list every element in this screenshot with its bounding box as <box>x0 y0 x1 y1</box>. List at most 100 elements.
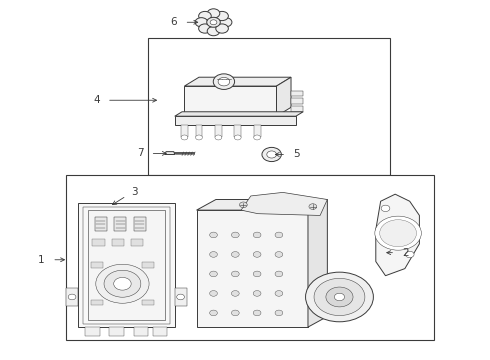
Circle shape <box>253 310 261 316</box>
Circle shape <box>207 27 220 36</box>
Circle shape <box>254 135 261 140</box>
Circle shape <box>210 252 218 257</box>
Circle shape <box>240 202 247 208</box>
Bar <box>184 86 276 116</box>
Circle shape <box>68 294 76 300</box>
Bar <box>112 239 124 246</box>
Bar <box>153 327 168 336</box>
Circle shape <box>104 270 141 297</box>
Circle shape <box>253 291 261 296</box>
Circle shape <box>275 252 283 257</box>
Bar <box>175 116 296 125</box>
Circle shape <box>262 147 281 162</box>
Circle shape <box>231 232 239 238</box>
Bar <box>95 217 107 231</box>
Bar <box>114 217 126 231</box>
Bar <box>181 125 188 138</box>
Circle shape <box>207 17 220 27</box>
Circle shape <box>231 271 239 277</box>
Bar <box>109 327 124 336</box>
Circle shape <box>275 310 283 316</box>
Bar <box>291 91 303 96</box>
Circle shape <box>275 291 283 296</box>
Bar <box>215 125 222 138</box>
Text: 1: 1 <box>38 255 45 265</box>
Bar <box>93 239 104 246</box>
Bar <box>175 288 187 306</box>
Circle shape <box>314 278 365 316</box>
Polygon shape <box>276 77 291 116</box>
Text: 4: 4 <box>93 95 99 105</box>
Circle shape <box>195 18 208 27</box>
Bar <box>254 125 261 138</box>
Circle shape <box>231 310 239 316</box>
Circle shape <box>210 291 218 296</box>
Bar <box>291 106 303 112</box>
Circle shape <box>220 18 232 27</box>
Circle shape <box>231 291 239 296</box>
Circle shape <box>216 12 228 21</box>
Text: 5: 5 <box>294 149 300 159</box>
Circle shape <box>234 135 241 140</box>
Polygon shape <box>241 192 327 215</box>
Circle shape <box>334 293 344 301</box>
Bar <box>91 300 102 305</box>
Circle shape <box>114 277 131 290</box>
Circle shape <box>231 252 239 257</box>
Circle shape <box>267 151 276 158</box>
Circle shape <box>210 271 218 277</box>
Circle shape <box>381 205 390 212</box>
Bar <box>88 210 165 320</box>
Bar <box>196 210 308 327</box>
Circle shape <box>181 135 188 140</box>
Circle shape <box>210 310 218 316</box>
Circle shape <box>309 204 317 210</box>
Circle shape <box>405 251 414 258</box>
Polygon shape <box>165 152 175 154</box>
Circle shape <box>375 216 421 250</box>
Bar <box>78 203 175 327</box>
Polygon shape <box>184 77 291 86</box>
Text: 6: 6 <box>171 17 177 27</box>
Circle shape <box>207 9 220 18</box>
Circle shape <box>198 12 211 21</box>
Bar <box>291 98 303 104</box>
Polygon shape <box>175 112 303 116</box>
Polygon shape <box>308 199 327 327</box>
Circle shape <box>213 74 235 89</box>
Circle shape <box>253 252 261 257</box>
Circle shape <box>253 271 261 277</box>
Circle shape <box>380 220 416 247</box>
Bar <box>134 217 146 231</box>
Polygon shape <box>376 194 419 276</box>
Text: 7: 7 <box>137 148 143 158</box>
Circle shape <box>275 271 283 277</box>
Bar <box>148 38 391 175</box>
Circle shape <box>306 272 373 322</box>
Bar <box>196 125 202 138</box>
Bar <box>142 300 154 305</box>
Bar <box>142 262 154 268</box>
Text: 2: 2 <box>402 248 409 258</box>
Circle shape <box>218 77 230 86</box>
Bar <box>83 207 170 324</box>
Bar <box>66 288 78 306</box>
Circle shape <box>215 135 222 140</box>
Circle shape <box>216 24 228 33</box>
Circle shape <box>96 264 149 303</box>
Bar <box>234 125 241 138</box>
Circle shape <box>210 20 217 25</box>
Polygon shape <box>196 199 327 210</box>
Circle shape <box>196 135 202 140</box>
Bar <box>66 175 434 339</box>
Text: 3: 3 <box>131 188 138 197</box>
Bar <box>91 262 102 268</box>
Circle shape <box>210 232 218 238</box>
Bar <box>131 239 143 246</box>
Circle shape <box>326 287 353 307</box>
Circle shape <box>275 232 283 238</box>
Bar <box>134 327 148 336</box>
Circle shape <box>177 294 184 300</box>
Bar <box>85 327 99 336</box>
Circle shape <box>253 232 261 238</box>
